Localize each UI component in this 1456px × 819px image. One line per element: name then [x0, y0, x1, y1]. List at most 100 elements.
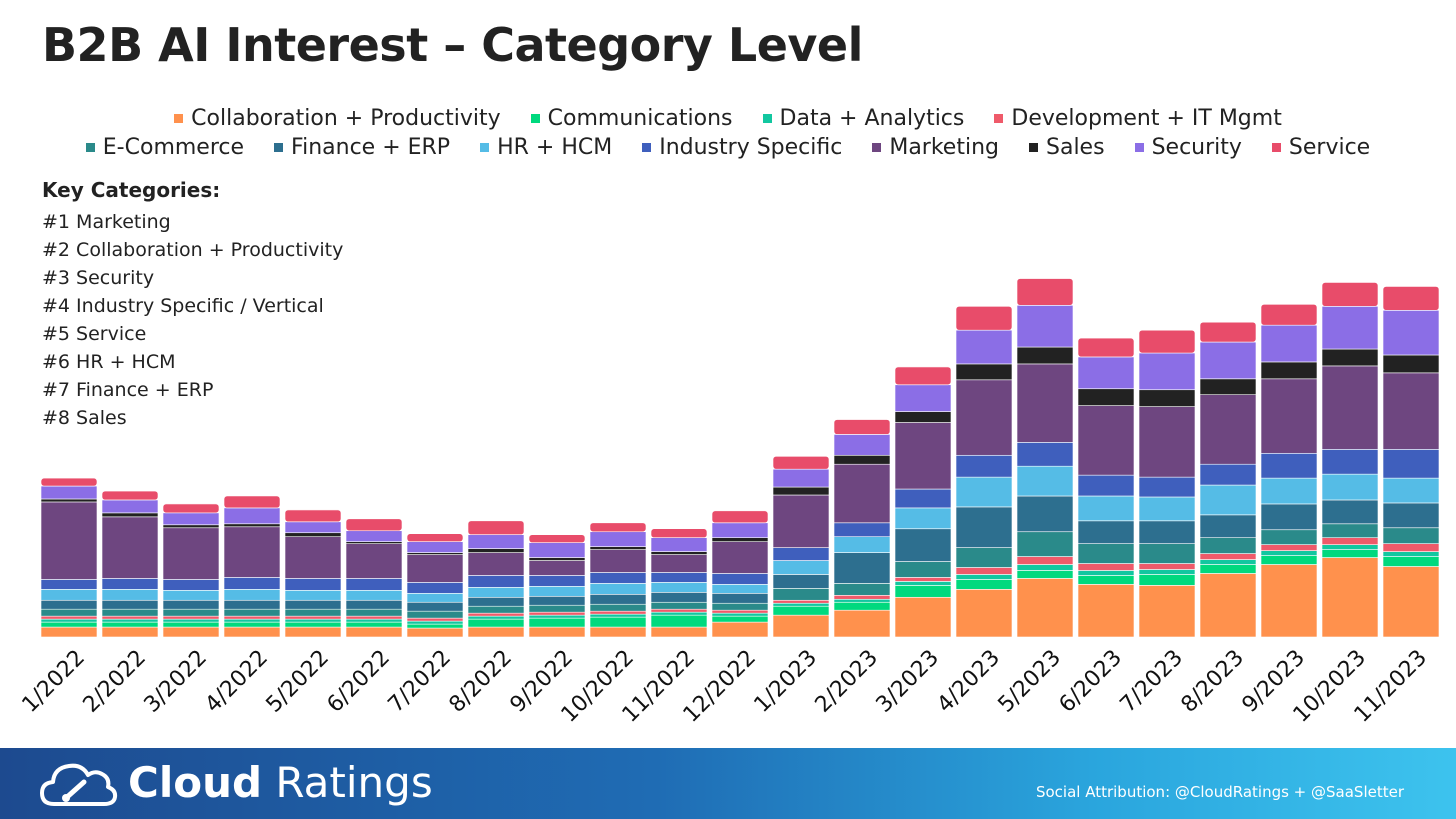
bar-segment — [955, 329, 1013, 365]
x-tick-label: 3/2022 — [140, 645, 212, 717]
bar-segment — [528, 586, 586, 597]
bar-segment — [101, 599, 159, 610]
x-tick-label: 7/2022 — [384, 645, 456, 717]
bar-segment — [650, 551, 708, 555]
bar-segment — [40, 615, 98, 620]
x-tick-label: 8/2023 — [1177, 645, 1249, 717]
bar-segment — [589, 549, 647, 573]
bar-segment — [833, 522, 891, 538]
bar-segment — [284, 615, 342, 620]
bar-segment — [772, 547, 830, 561]
legend-item: Communications — [530, 106, 733, 131]
bar-segment — [162, 524, 220, 529]
bar-segment — [467, 612, 525, 617]
x-tick-label: 5/2022 — [262, 645, 334, 717]
key-categories-panel: Key Categories: #1 Marketing #2 Collabor… — [42, 178, 343, 432]
bar-segment — [345, 615, 403, 620]
bar-segment — [1077, 563, 1135, 571]
legend-label: Security — [1151, 135, 1242, 160]
bar-segment — [1016, 305, 1074, 348]
bar-segment — [223, 523, 281, 528]
bar-segment — [894, 528, 952, 562]
bar-segment — [223, 589, 281, 601]
bar-segment — [162, 579, 220, 591]
bar-segment — [894, 422, 952, 490]
bar-segment — [223, 577, 281, 590]
bar-segment — [1016, 346, 1074, 365]
bar-segment — [1077, 356, 1135, 390]
bar-segment — [1016, 278, 1074, 306]
bar-segment — [162, 527, 220, 580]
footer-banner: Cloud Ratings Social Attribution: @Cloud… — [0, 748, 1456, 819]
bar-segment — [772, 455, 830, 470]
bar-segment — [1382, 566, 1440, 638]
bar-segment — [467, 520, 525, 536]
bar-stack — [345, 518, 403, 638]
bar-segment — [833, 434, 891, 456]
legend-item: Development + IT Mgmt — [994, 106, 1282, 131]
bar-segment — [101, 516, 159, 579]
legend-swatch — [85, 143, 95, 152]
bar-segment — [101, 512, 159, 518]
bar-segment — [40, 618, 98, 623]
bar-segment — [711, 537, 769, 542]
bar-segment — [650, 611, 708, 616]
bar-segment — [650, 554, 708, 573]
bar-segment — [345, 621, 403, 628]
bar-segment — [650, 537, 708, 552]
social-attribution: Social Attribution: @CloudRatings + @Saa… — [1035, 783, 1404, 801]
bar-segment — [1260, 378, 1318, 454]
bar-segment — [406, 593, 464, 603]
bar-stack — [894, 366, 952, 638]
key-category-item: #5 Service — [42, 323, 147, 345]
bar-segment — [528, 557, 586, 561]
bar-segment — [1199, 573, 1257, 638]
bar-segment — [1260, 529, 1318, 545]
bar-stack — [1138, 329, 1196, 638]
bar-segment — [589, 531, 647, 547]
bar-segment — [528, 534, 586, 543]
bar-segment — [162, 512, 220, 526]
bar-segment — [467, 552, 525, 576]
bar-segment — [711, 584, 769, 594]
bar-segment — [833, 419, 891, 435]
bar-segment — [772, 605, 830, 616]
bar-segment — [894, 581, 952, 586]
bar-segment — [345, 626, 403, 638]
bar-segment — [223, 495, 281, 509]
bar-segment — [833, 454, 891, 465]
legend-label: E-Commerce — [102, 135, 245, 160]
bar-segment — [284, 536, 342, 579]
bar-segment — [894, 596, 952, 638]
stacked-bar-chart: 1/20222/20223/20224/20225/20226/20227/20… — [18, 278, 1440, 728]
legend-item: Sales — [1029, 135, 1105, 160]
bar-segment — [772, 614, 830, 638]
bar-segment — [1321, 473, 1379, 501]
bar-segment — [223, 608, 281, 617]
bar-segment — [1016, 465, 1074, 497]
bar-segment — [589, 583, 647, 595]
bar-segment — [894, 411, 952, 423]
bar-segment — [284, 578, 342, 591]
bar-segment — [223, 526, 281, 578]
legend-swatch — [274, 143, 284, 152]
bar-segment — [1382, 551, 1440, 557]
bar-segment — [40, 498, 98, 503]
bar-segment — [101, 499, 159, 514]
key-category-item: #6 HR + HCM — [42, 351, 176, 373]
x-tick-label: 4/2022 — [201, 645, 273, 717]
bar-segment — [1199, 553, 1257, 560]
bar-segment — [650, 614, 708, 628]
bar-segment — [589, 546, 647, 550]
legend-item: E-Commerce — [85, 135, 245, 160]
key-category-item: #2 Collaboration + Productivity — [42, 239, 344, 261]
bar-segment — [833, 594, 891, 600]
bar-segment — [467, 626, 525, 638]
bar-segment — [1260, 304, 1318, 326]
bar-segment — [223, 618, 281, 623]
bar-segment — [101, 626, 159, 638]
bar-segment — [1321, 557, 1379, 638]
legend-item: Industry Specific — [642, 135, 842, 160]
bar-segment — [894, 488, 952, 509]
bar-segment — [40, 485, 98, 500]
